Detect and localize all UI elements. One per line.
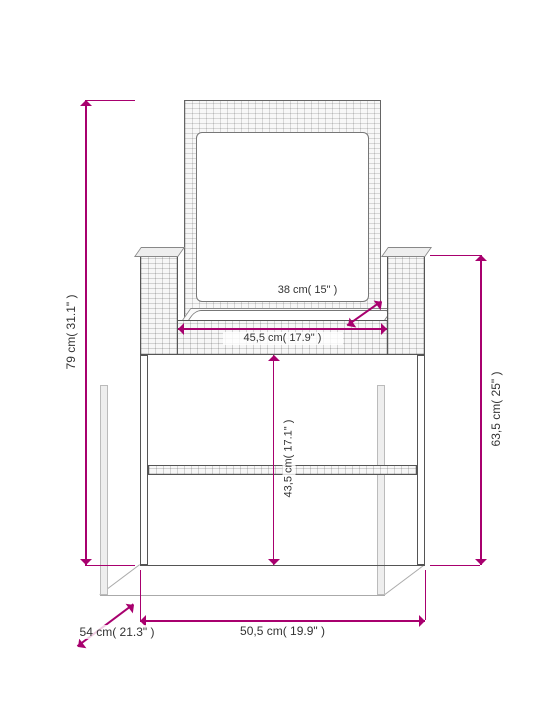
dim-seat-width-label: 45,5 cm( 17.9" ) [223, 332, 343, 345]
arm-right [387, 255, 425, 355]
leg-front-left [140, 355, 148, 565]
arm-left [140, 255, 178, 355]
leg-front-right [417, 355, 425, 565]
dim-seat-depth-label: 38 cm( 15" ) [253, 284, 363, 297]
dim-height-total-label: 79 cm( 31.1" ) [64, 282, 78, 382]
dim-width-total-label: 50,5 cm( 19.9" ) [223, 624, 343, 638]
dim-depth-total-label: 54 cm( 21.3" ) [62, 625, 172, 639]
back-cushion [196, 132, 369, 302]
dim-height-seat-label: 43,5 cm( 17.1" ) [282, 409, 295, 509]
dim-height-arm-label: 63,5 cm( 25" ) [489, 359, 503, 459]
